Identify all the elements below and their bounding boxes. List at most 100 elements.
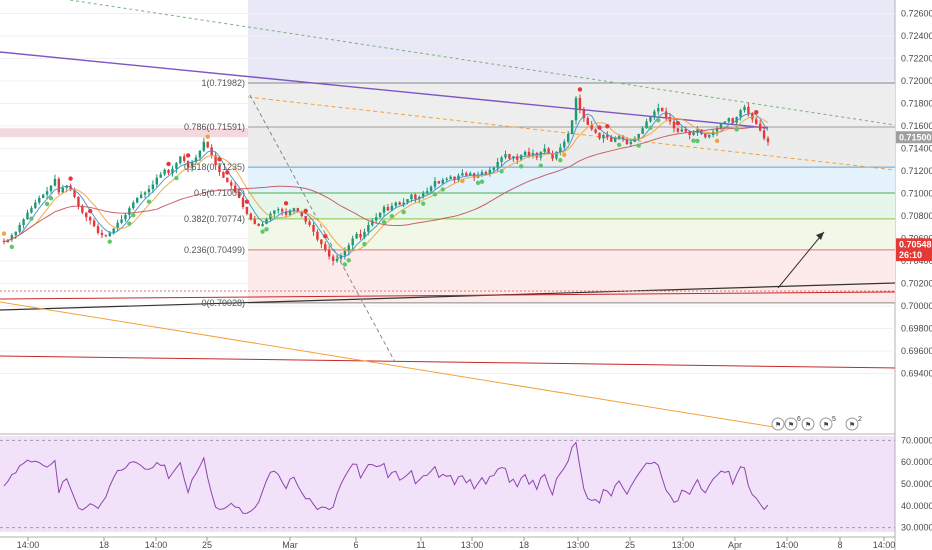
event-glyph: ⚑ xyxy=(805,421,811,429)
candle-body xyxy=(320,239,323,245)
candle xyxy=(57,176,61,195)
candle xyxy=(155,174,159,188)
candle xyxy=(92,218,96,228)
candle xyxy=(277,207,280,214)
candle-body xyxy=(363,231,366,238)
black-trendline xyxy=(0,282,896,311)
candle-body xyxy=(739,110,742,117)
price-tag-text: 0.70548 xyxy=(899,239,932,249)
candle-body xyxy=(65,185,68,188)
candle xyxy=(582,107,586,123)
candle xyxy=(151,180,155,193)
candle xyxy=(120,215,123,225)
economic-event-flag-icon: ⚑6 xyxy=(784,416,801,431)
buy-signal-dot xyxy=(342,262,348,267)
candle-body xyxy=(18,225,21,232)
economic-events[interactable]: ⚑ ⚑6⚑ ⚑5⚑2 xyxy=(771,416,862,431)
candle xyxy=(100,229,104,239)
candle xyxy=(249,212,253,221)
candle xyxy=(653,109,656,121)
candle xyxy=(649,116,652,123)
candle-body xyxy=(645,121,648,129)
buy-signal-dot xyxy=(440,187,446,192)
buy-signal-dot xyxy=(648,125,653,131)
candle xyxy=(586,116,589,126)
candle-body xyxy=(116,222,119,229)
candle xyxy=(304,215,307,225)
candle xyxy=(18,222,21,234)
candle xyxy=(108,230,111,237)
time-axis[interactable]: 14:00 18 14:00 25 Mar 6 11 13:00 18 13:00 25 13:00 A… xyxy=(17,537,896,550)
candle-body xyxy=(715,128,719,132)
sell-signal-dot xyxy=(225,170,230,175)
buy-signal-dot xyxy=(432,192,438,197)
candle-body xyxy=(57,178,61,193)
buy-signal-dot xyxy=(479,179,485,184)
economic-event-flag-icon: ⚑ xyxy=(801,417,815,431)
candle xyxy=(563,139,566,150)
candle-body xyxy=(304,216,307,222)
price-tag-box xyxy=(896,238,932,251)
candle-body xyxy=(316,231,319,240)
candle-body xyxy=(488,169,492,175)
candle xyxy=(578,94,582,114)
candle xyxy=(194,154,198,165)
price-tag-box xyxy=(896,249,932,262)
buy-signal-dot xyxy=(616,142,622,147)
candle xyxy=(766,136,770,146)
candle-body xyxy=(465,173,468,176)
candle-body xyxy=(657,108,660,112)
buy-signal-dot xyxy=(381,219,387,225)
candle xyxy=(371,218,374,227)
time-tick-label: 13:00 xyxy=(567,540,590,550)
candle xyxy=(10,233,14,242)
candle-body xyxy=(578,97,582,110)
candle xyxy=(708,134,711,139)
price-tick-label: 0.70000 xyxy=(901,301,932,311)
candle-body xyxy=(410,194,413,200)
candle-body xyxy=(347,245,350,251)
candle-body xyxy=(135,198,139,203)
candle-body xyxy=(120,219,123,223)
price-axis[interactable]: 0.72600 0.72400 0.72200 0.72000 0.71800 0.716… xyxy=(896,9,932,533)
candle xyxy=(226,177,229,183)
candle xyxy=(116,219,119,232)
candle xyxy=(171,165,174,177)
candle xyxy=(202,137,206,152)
candle-body xyxy=(610,137,613,142)
buy-signal-dot xyxy=(107,239,112,244)
economic-event-flag-icon: ⚑ xyxy=(771,417,785,431)
candle-body xyxy=(331,256,335,261)
candle-body xyxy=(704,133,707,138)
candle-body xyxy=(449,176,452,179)
economic-event-flag-icon: ⚑2 xyxy=(845,416,862,431)
candle-body xyxy=(190,162,194,168)
candle-body xyxy=(85,212,88,218)
candle-body xyxy=(747,106,750,114)
candle-body xyxy=(414,194,417,200)
candle xyxy=(378,212,382,219)
candle xyxy=(594,128,597,134)
candle-body xyxy=(167,169,170,174)
candle-body xyxy=(688,131,691,135)
candle xyxy=(308,219,311,227)
time-tick-label: 14:00 xyxy=(873,540,896,550)
buy-signal-dot xyxy=(475,180,481,186)
candle-body xyxy=(253,219,256,224)
candle xyxy=(49,185,53,194)
projection-arrow xyxy=(777,231,825,289)
candle-body xyxy=(480,172,484,176)
sell-signal-dot xyxy=(605,124,610,129)
candle-body xyxy=(543,148,546,152)
candle xyxy=(551,150,554,162)
candle-body xyxy=(582,109,586,119)
fib-anchor-line xyxy=(249,94,396,363)
candle xyxy=(641,126,644,134)
time-tick-label: 14:00 xyxy=(145,540,168,550)
event-flag-icon xyxy=(819,417,833,431)
candle xyxy=(461,169,464,176)
price-tick-label: 0.72400 xyxy=(901,31,932,41)
candle-body xyxy=(312,225,315,232)
trend-lines[interactable] xyxy=(0,0,896,429)
